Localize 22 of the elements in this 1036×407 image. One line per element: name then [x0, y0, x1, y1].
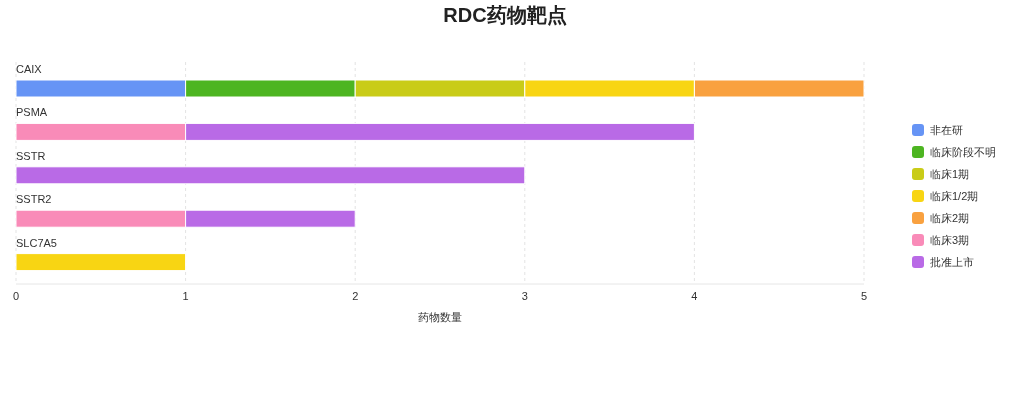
x-tick-label: 2 — [352, 290, 359, 302]
legend-label: 临床1期 — [930, 168, 970, 180]
y-tick-label: SSTR — [16, 149, 46, 162]
x-tick-label: 3 — [521, 290, 528, 302]
y-tick-label: PSMA — [16, 106, 48, 119]
legend-label: 临床2期 — [930, 212, 970, 224]
x-tick-label: 5 — [860, 290, 868, 302]
legend-label: 临床3期 — [930, 234, 970, 246]
x-axis-title: 药物数量 — [418, 311, 462, 323]
y-tick-label: CAIX — [16, 63, 43, 75]
legend-label: 临床1/2期 — [930, 190, 979, 202]
x-tick-label: 0 — [12, 290, 20, 302]
bar — [15, 253, 187, 272]
bar — [15, 166, 526, 185]
x-tick-label: 4 — [691, 290, 698, 302]
legend-label: 非在研 — [930, 124, 963, 136]
legend-label: 临床阶段不明 — [930, 146, 996, 158]
x-tick-label: 1 — [182, 290, 189, 302]
y-tick-label: SSTR2 — [16, 193, 52, 206]
legend-label: 批准上市 — [930, 256, 974, 268]
y-tick-label: SLC7A5 — [16, 236, 57, 249]
chart-title: RDC药物靶点 — [443, 4, 567, 26]
